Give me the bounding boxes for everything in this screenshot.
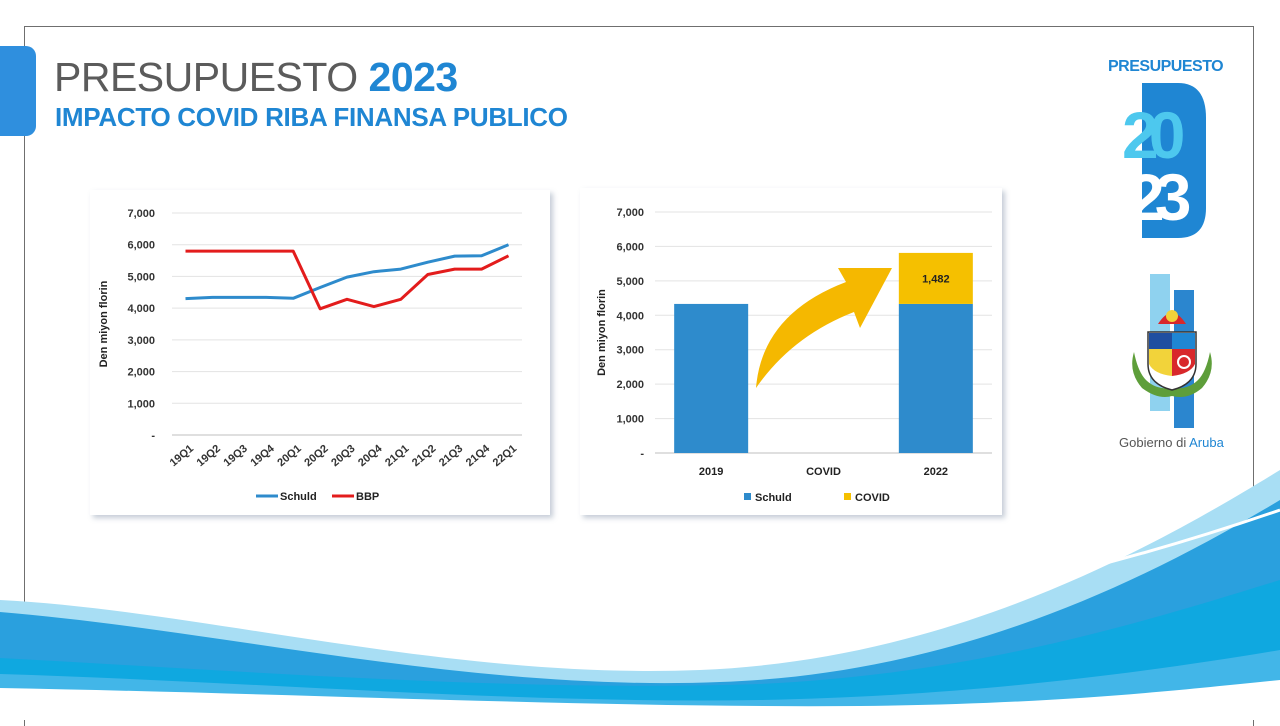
y-tick-label: 4,000 (616, 310, 644, 322)
series-line-schuld (185, 243, 510, 301)
series-line-bbp (185, 249, 510, 311)
government-label: Gobierno di Aruba (1119, 435, 1224, 450)
y-tick-label: 7,000 (616, 207, 644, 219)
y-tick-label: 6,000 (127, 240, 155, 252)
government-prefix: Gobierno di (1119, 435, 1190, 450)
y-tick-label: 2,000 (127, 367, 155, 379)
legend-label-schuld: Schuld (280, 491, 317, 503)
legend-label-covid: COVID (855, 492, 890, 504)
aruba-coat-of-arms (1132, 274, 1212, 428)
bar-schuld-2019 (674, 303, 749, 453)
y-tick-label: - (151, 430, 155, 442)
y-tick-label: - (640, 448, 644, 460)
y-tick-label: 5,000 (616, 276, 644, 288)
bar-schuld-2022 (898, 303, 973, 453)
x-tick-label: 2022 (924, 466, 948, 478)
y-tick-label: 3,000 (127, 335, 155, 347)
growth-arrow (756, 268, 892, 388)
bar-chart-panel: - 1,000 2,000 3,000 4,000 5,000 6,000 7,000 2019… (580, 188, 1002, 515)
data-label: 1,482 (922, 273, 950, 285)
bar-chart: - 1,000 2,000 3,000 4,000 5,000 6,000 7,000 2019… (596, 207, 992, 504)
y-tick-label: 1,000 (616, 414, 644, 426)
page-title: PRESUPUESTO 2023 (54, 54, 458, 100)
title-word: PRESUPUESTO (54, 54, 358, 100)
accent-tab (0, 46, 36, 136)
y-tick-label: 1,000 (127, 398, 155, 410)
line-chart-panel: -1,000 2,000 3,000 4,000 5,000 6,000 7,000 19Q1… (90, 190, 550, 515)
y-tick-label: 5,000 (127, 271, 155, 283)
x-tick-label: 2019 (699, 466, 723, 478)
y-axis-label: Den miyon florin (98, 280, 110, 367)
slide-frame (24, 26, 1254, 726)
y-tick-label: 4,000 (127, 303, 155, 315)
y-tick-label: 3,000 (616, 345, 644, 357)
legend-swatch-covid (844, 493, 851, 500)
y-tick-label: 2,000 (616, 379, 644, 391)
title-year: 2023 (368, 54, 459, 100)
legend-label-bbp: BBP (356, 491, 379, 503)
y-tick-label: 7,000 (127, 208, 155, 220)
bar-covid-2022 (898, 252, 973, 304)
brand-label: PRESUPUESTO (1108, 58, 1224, 75)
decorative-waves (0, 470, 1280, 720)
logo-mark-bottom: 23 (1128, 160, 1190, 234)
y-tick-label: 6,000 (616, 241, 644, 253)
line-chart: -1,0002,0003,0004,0005,0006,0007,00019Q1… (98, 208, 522, 503)
government-name: Aruba (1189, 435, 1224, 450)
legend-swatch-schuld (744, 493, 751, 500)
x-tick-label: COVID (806, 466, 841, 478)
presupuesto-2023-logo: 20 23 (1122, 83, 1206, 238)
legend-label-schuld: Schuld (755, 492, 792, 504)
page-subtitle: IMPACTO COVID RIBA FINANSA PUBLICO (55, 102, 568, 132)
y-axis-label: Den miyon florin (596, 289, 608, 376)
